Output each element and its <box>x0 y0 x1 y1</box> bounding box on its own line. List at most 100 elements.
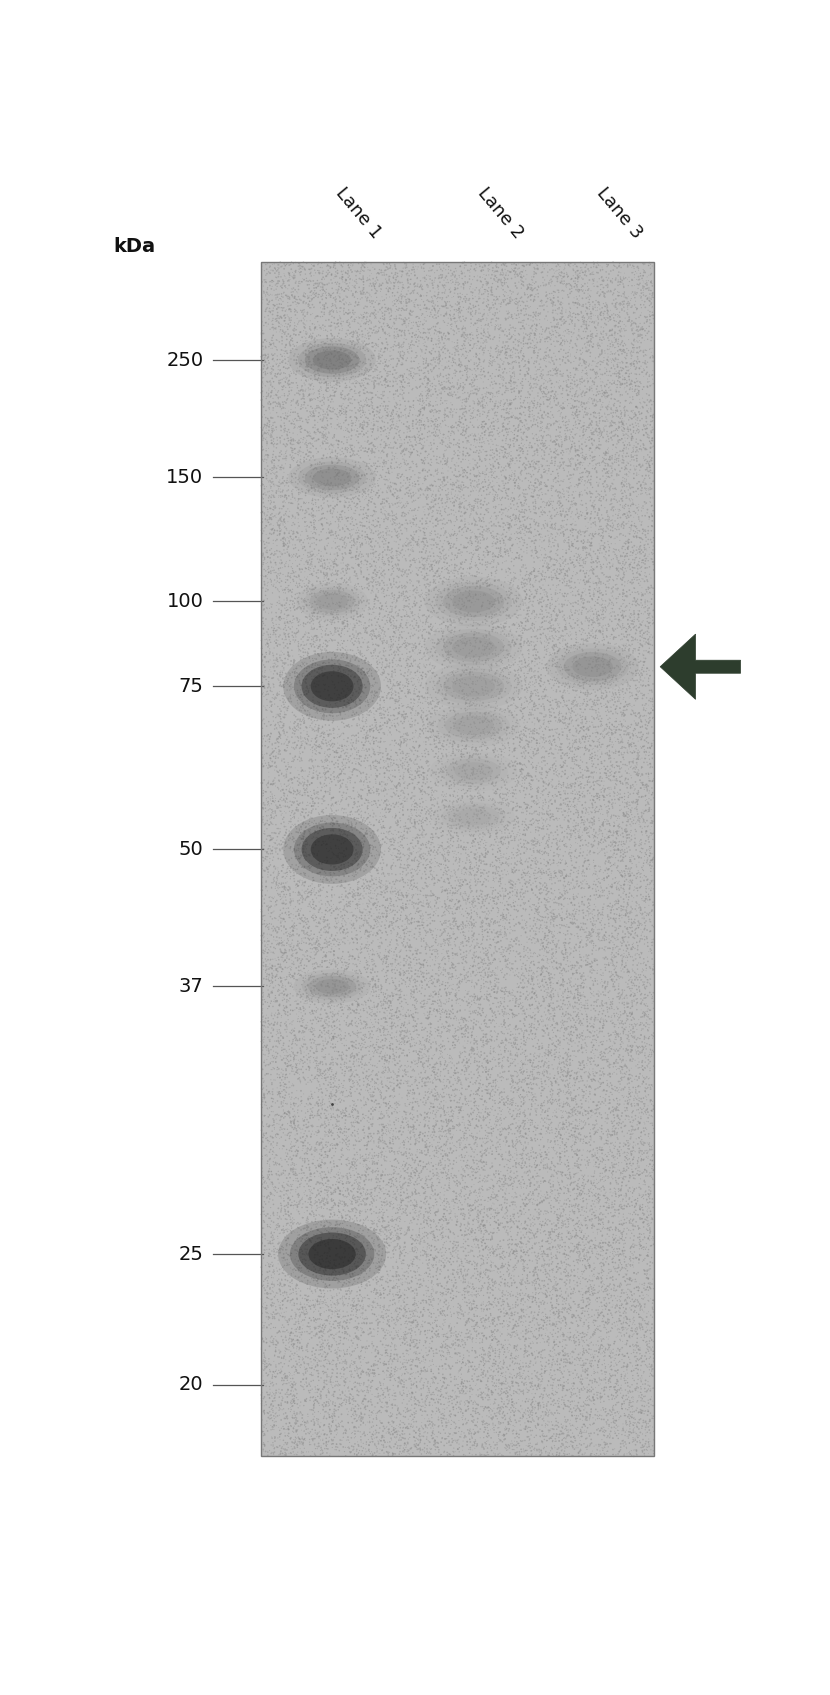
Point <box>536 1344 549 1371</box>
Point <box>286 941 299 968</box>
Point <box>298 370 311 397</box>
Point <box>312 932 325 959</box>
Point <box>272 1378 286 1405</box>
Point <box>308 939 321 966</box>
Point <box>561 410 574 437</box>
Point <box>632 1092 645 1119</box>
Point <box>462 1287 476 1314</box>
Point <box>453 1112 466 1139</box>
Point <box>647 1437 660 1464</box>
Point <box>471 792 484 819</box>
Point <box>382 680 395 707</box>
Point <box>360 325 374 353</box>
Point <box>423 986 437 1014</box>
Point <box>408 1237 422 1264</box>
Point <box>632 1097 645 1124</box>
Point <box>289 461 302 488</box>
Point <box>270 363 283 390</box>
Point <box>498 1270 511 1297</box>
Point <box>329 293 342 320</box>
Point <box>590 946 603 973</box>
Point <box>346 732 359 759</box>
Point <box>592 544 605 571</box>
Point <box>383 1127 397 1154</box>
Point <box>500 903 513 931</box>
Point <box>598 456 611 483</box>
Point <box>600 990 613 1017</box>
Point <box>320 939 334 966</box>
Point <box>368 532 381 559</box>
Point <box>607 280 620 307</box>
Point <box>578 995 591 1022</box>
Point <box>318 661 331 688</box>
Point <box>450 505 463 532</box>
Point <box>568 1256 581 1283</box>
Point <box>356 517 369 544</box>
Point <box>394 936 408 963</box>
Point <box>319 1205 332 1232</box>
Point <box>531 437 544 464</box>
Point <box>353 1080 366 1107</box>
Point <box>309 1436 322 1463</box>
Point <box>461 702 474 729</box>
Point <box>457 1380 471 1407</box>
Point <box>369 461 382 488</box>
Point <box>388 507 402 534</box>
Point <box>320 1363 334 1390</box>
Point <box>533 644 546 671</box>
Point <box>309 419 322 446</box>
Point <box>511 1376 525 1403</box>
Point <box>448 859 461 886</box>
Point <box>462 488 476 515</box>
Point <box>360 356 374 383</box>
Point <box>343 1253 356 1280</box>
Point <box>505 775 519 802</box>
Point <box>420 707 433 734</box>
Point <box>413 459 427 486</box>
Point <box>642 746 656 773</box>
Point <box>384 1024 398 1051</box>
Point <box>419 1070 432 1097</box>
Point <box>567 364 580 392</box>
Point <box>479 836 492 863</box>
Point <box>500 812 514 839</box>
Point <box>416 814 429 841</box>
Point <box>613 1298 627 1325</box>
Point <box>352 420 365 447</box>
Point <box>547 636 560 663</box>
Point <box>314 568 327 595</box>
Point <box>418 1287 432 1314</box>
Point <box>515 763 528 790</box>
Point <box>255 386 268 414</box>
Point <box>354 280 368 307</box>
Point <box>536 873 549 900</box>
Point <box>330 1246 343 1273</box>
Point <box>466 280 479 307</box>
Point <box>613 1241 627 1268</box>
Point <box>515 461 528 488</box>
Point <box>369 1285 382 1312</box>
Point <box>427 493 441 520</box>
Point <box>332 1220 345 1248</box>
Point <box>544 978 558 1005</box>
Point <box>577 1351 590 1378</box>
Point <box>629 1244 642 1271</box>
Point <box>452 797 465 824</box>
Point <box>525 915 539 942</box>
Point <box>593 771 607 798</box>
Point <box>327 720 340 747</box>
Point <box>561 1419 574 1446</box>
Point <box>627 254 641 281</box>
Point <box>271 1359 284 1387</box>
Point <box>455 900 468 927</box>
Point <box>535 668 548 695</box>
Point <box>310 1037 323 1064</box>
Point <box>628 1317 642 1344</box>
Point <box>323 356 336 383</box>
Point <box>310 1114 324 1141</box>
Point <box>276 268 290 295</box>
Point <box>268 1244 281 1271</box>
Point <box>461 354 474 381</box>
Point <box>516 734 530 761</box>
Point <box>465 602 478 629</box>
